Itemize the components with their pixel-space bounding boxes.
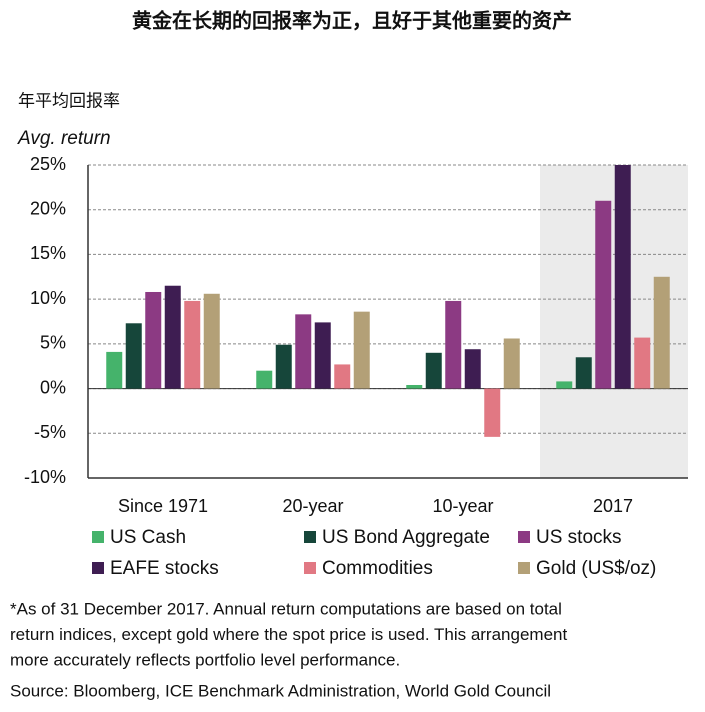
footnote: Source: Bloomberg, ICE Benchmark Adminis…: [10, 681, 551, 700]
bar: [406, 384, 423, 389]
x-tick-label: Since 1971: [118, 496, 208, 516]
y-tick-label: -10%: [24, 467, 66, 487]
bar: [334, 364, 351, 389]
bar: [125, 323, 142, 389]
legend-label: US Bond Aggregate: [322, 527, 490, 548]
legend-label: EAFE stocks: [110, 558, 219, 579]
legend-swatch: [518, 562, 530, 574]
legend-label: US stocks: [536, 527, 622, 548]
y-tick-label: 15%: [30, 243, 66, 263]
x-tick-label: 10-year: [432, 496, 493, 516]
bar: [595, 200, 612, 389]
footnote: *As of 31 December 2017. Annual return c…: [10, 599, 562, 618]
y-tick-label: 0%: [40, 377, 66, 397]
footnote: return indices, except gold where the sp…: [10, 625, 567, 644]
y-tick-label: 5%: [40, 333, 66, 353]
bar: [464, 349, 481, 389]
bar: [203, 293, 220, 389]
legend-label: Gold (US$/oz): [536, 558, 656, 579]
y-axis-label: Avg. return: [17, 128, 111, 149]
legend-swatch: [304, 531, 316, 543]
bar: [425, 352, 442, 389]
legend-label: US Cash: [110, 527, 186, 548]
chart-title: 黄金在长期的回报率为正，且好于其他重要的资产: [132, 8, 572, 32]
bar: [484, 388, 501, 437]
y-tick-label: -5%: [34, 422, 66, 442]
bar: [275, 344, 292, 389]
footnote: more accurately reflects portfolio level…: [10, 650, 400, 669]
bar: [184, 300, 201, 389]
y-tick-label: 10%: [30, 288, 66, 308]
y-tick-label: 20%: [30, 198, 66, 218]
bar: [503, 338, 520, 389]
x-tick-label: 20-year: [282, 496, 343, 516]
legend-label: Commodities: [322, 558, 433, 579]
bar: [445, 300, 462, 389]
legend-swatch: [518, 531, 530, 543]
legend-swatch: [92, 562, 104, 574]
bar: [295, 314, 312, 389]
bar: [653, 276, 670, 389]
bar: [556, 381, 573, 389]
bar: [256, 370, 273, 389]
bar: [353, 311, 370, 389]
bar: [106, 351, 123, 389]
legend-swatch: [304, 562, 316, 574]
legend-swatch: [92, 531, 104, 543]
bar: [314, 322, 331, 389]
bar: [614, 165, 631, 389]
y-axis-label-cn: 年平均回报率: [18, 91, 120, 110]
bar: [634, 337, 651, 389]
bar: [575, 357, 592, 389]
bar: [164, 285, 181, 389]
bar: [145, 291, 162, 389]
y-tick-label: 25%: [30, 154, 66, 174]
x-tick-label: 2017: [593, 496, 633, 516]
